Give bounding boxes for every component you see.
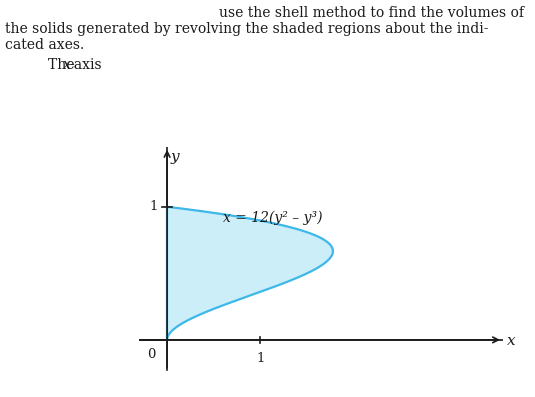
Polygon shape	[167, 207, 333, 340]
Text: 0: 0	[148, 348, 156, 361]
Text: 1: 1	[256, 352, 264, 365]
Text: 1: 1	[149, 200, 158, 213]
Text: y: y	[170, 150, 179, 164]
Text: the solids generated by revolving the shaded regions about the indi-: the solids generated by revolving the sh…	[5, 22, 489, 36]
Text: The: The	[48, 58, 79, 71]
Text: cated axes.: cated axes.	[5, 38, 85, 52]
Text: use the shell method to find the volumes of: use the shell method to find the volumes…	[219, 6, 524, 20]
Text: x = 12(y² – y³): x = 12(y² – y³)	[223, 210, 323, 225]
Text: -axis: -axis	[69, 58, 102, 71]
Text: x: x	[63, 58, 71, 71]
Text: x: x	[507, 334, 515, 348]
